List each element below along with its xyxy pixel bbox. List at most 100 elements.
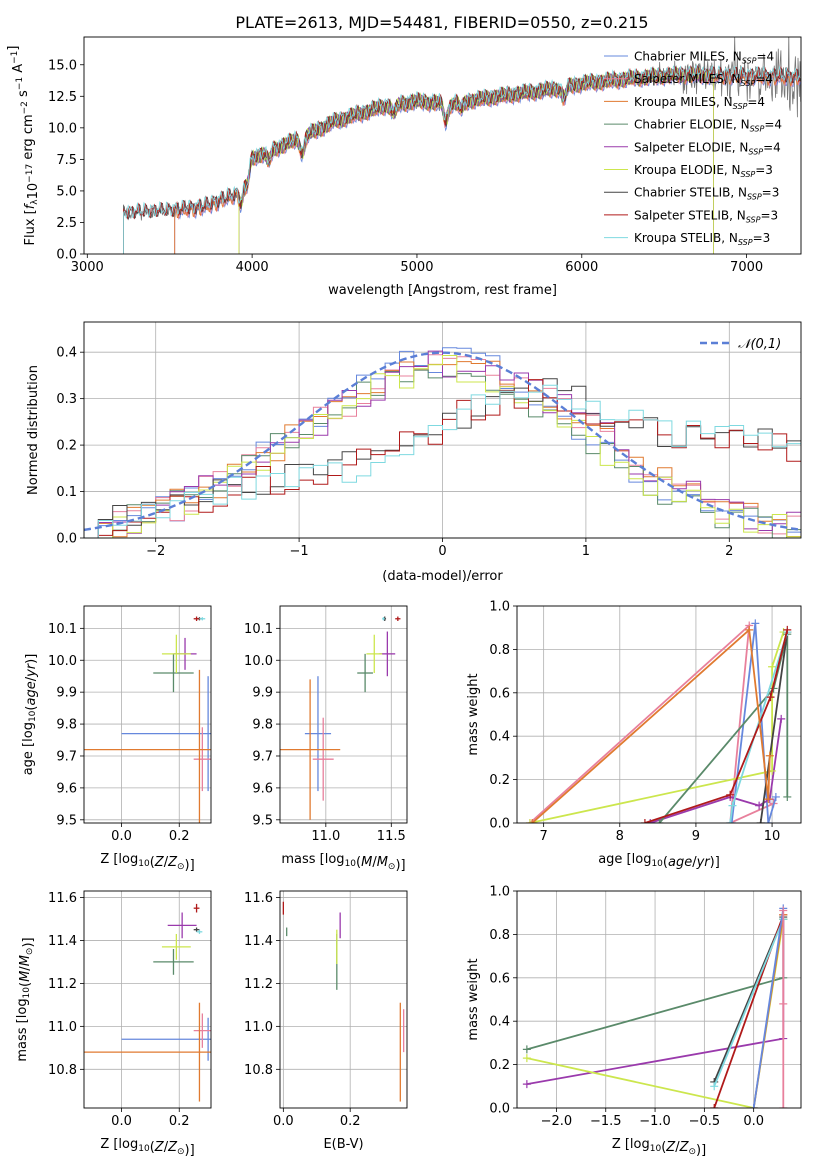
y-tick-label: 2.5 bbox=[56, 216, 77, 231]
mass-weight-marker bbox=[522, 1080, 531, 1089]
y-tick-label: 10.8 bbox=[48, 1063, 77, 1078]
y-tick-label: 11.2 bbox=[244, 977, 273, 992]
y-axis-label: mass weight bbox=[466, 673, 481, 755]
x-tick-label: 0.0 bbox=[111, 1114, 132, 1129]
x-tick-label: 4000 bbox=[236, 260, 269, 275]
spectrum-legend: Chabrier MILES, NSSP=4 Salpeter MILES, NS… bbox=[604, 50, 782, 247]
legend-entry: Chabrier ELODIE, NSSP=4 bbox=[634, 118, 782, 134]
y-tick-label: 9.7 bbox=[252, 749, 273, 764]
mass-weight-marker bbox=[525, 819, 534, 823]
mass-weight-marker bbox=[777, 714, 786, 723]
axes-frame bbox=[516, 605, 802, 824]
y-tick-label: 0.6 bbox=[489, 971, 510, 986]
y-tick-label: 10.1 bbox=[48, 622, 77, 637]
y-tick-label: 11.0 bbox=[48, 1020, 77, 1035]
y-tick-label: 0.2 bbox=[489, 773, 510, 788]
legend-entry: Kroupa STELIB, NSSP=3 bbox=[634, 231, 770, 247]
legend-entry: Salpeter STELIB, NSSP=3 bbox=[634, 208, 778, 224]
y-tick-label: 7.5 bbox=[56, 153, 77, 168]
mass-weight-line bbox=[644, 629, 789, 823]
y-tick-label: 0.1 bbox=[56, 485, 77, 500]
x-tick-label: −2 bbox=[146, 544, 165, 559]
y-tick-label: 15.0 bbox=[48, 58, 77, 73]
x-axis-label: E(B-V) bbox=[323, 1137, 363, 1152]
mass-weight-line bbox=[752, 908, 785, 1108]
mass-weight-marker bbox=[756, 819, 765, 823]
plot-area bbox=[84, 903, 211, 1102]
y-tick-label: 0.3 bbox=[56, 392, 77, 407]
mass-weight-marker bbox=[726, 819, 735, 823]
grid bbox=[280, 606, 407, 823]
x-tick-label: 1 bbox=[582, 544, 590, 559]
y-tick-label: 11.6 bbox=[244, 891, 273, 906]
mass-weight-vs-age-panel: 7 8 9 10 0.0 0.2 0.4 0.6 0.8 1.0 age [log10(age/yr… bbox=[466, 600, 802, 870]
mass-vs-ebv-panel: 0.0 0.2 10.8 11.0 11.2 11.4 11.6 E(B-V) bbox=[244, 890, 408, 1152]
mass-weight-marker bbox=[640, 819, 649, 823]
axes-frame bbox=[83, 605, 212, 824]
y-tick-label: 5.0 bbox=[56, 184, 77, 199]
mass-weight-marker bbox=[764, 819, 773, 823]
axes: 3000 4000 5000 6000 7000 0.0 2.5 5.0 7.5 10.0 12.5… bbox=[6, 36, 802, 298]
mass-weight-line bbox=[713, 918, 785, 1087]
mass-weight-line bbox=[529, 623, 774, 823]
mass-weight-line bbox=[759, 631, 789, 823]
mass-weight-line bbox=[658, 633, 789, 823]
x-axis-label: wavelength [Angstrom, rest frame] bbox=[328, 283, 557, 298]
mass-weight-marker bbox=[655, 819, 664, 823]
normal-reference-curve bbox=[84, 351, 799, 532]
mass-weight-marker bbox=[727, 819, 736, 823]
model-spectrum-line bbox=[123, 64, 801, 254]
y-tick-label: 0.8 bbox=[489, 928, 510, 943]
x-tick-label: 0.2 bbox=[169, 1114, 190, 1129]
plot-area bbox=[84, 347, 801, 538]
y-tick-label: 11.6 bbox=[48, 891, 77, 906]
plot-area bbox=[525, 619, 792, 823]
y-tick-label: 9.8 bbox=[56, 718, 77, 733]
axes-frame bbox=[83, 321, 802, 539]
mass-weight-marker bbox=[768, 662, 777, 671]
x-tick-label: 6000 bbox=[565, 260, 598, 275]
plot-area bbox=[84, 616, 211, 823]
mass-weight-marker bbox=[522, 1045, 531, 1054]
x-tick-label: 11.0 bbox=[311, 829, 340, 844]
x-tick-label: 7 bbox=[540, 829, 548, 844]
axes-frame bbox=[83, 36, 802, 255]
residual-histogram bbox=[84, 379, 801, 538]
residual-histogram-panel: −2 −1 0 1 2 0.0 0.1 0.2 0.3 0.4 (data-model)/error… bbox=[26, 321, 802, 584]
y-tick-label: 9.7 bbox=[56, 749, 77, 764]
x-tick-label: 0.0 bbox=[111, 829, 132, 844]
mass-weight-marker bbox=[779, 1104, 788, 1108]
y-tick-label: 0.4 bbox=[56, 346, 77, 361]
y-tick-label: 9.9 bbox=[56, 686, 77, 701]
x-tick-label: 11.5 bbox=[377, 829, 406, 844]
y-tick-label: 11.2 bbox=[48, 977, 77, 992]
mass-weight-marker bbox=[726, 790, 735, 799]
mass-weight-marker bbox=[710, 1082, 719, 1091]
mass-weight-marker bbox=[522, 1054, 531, 1063]
mass-weight-marker bbox=[783, 792, 792, 801]
axes: 0.0 0.2 10.8 11.0 11.2 11.4 11.6 E(B-V) bbox=[244, 890, 408, 1152]
y-tick-label: 0.0 bbox=[56, 532, 77, 547]
axes-frame bbox=[83, 890, 212, 1109]
mass-weight-line bbox=[529, 631, 785, 823]
x-axis-label: age [log10(age/yr)] bbox=[598, 852, 720, 870]
y-tick-label: 0.0 bbox=[56, 248, 77, 263]
y-tick-label: 1.0 bbox=[489, 600, 510, 615]
y-tick-label: 0.2 bbox=[489, 1058, 510, 1073]
mass-weight-marker bbox=[765, 751, 774, 760]
y-tick-label: 0.2 bbox=[56, 439, 77, 454]
y-tick-label: 9.9 bbox=[252, 686, 273, 701]
y-tick-label: 11.0 bbox=[244, 1020, 273, 1035]
y-tick-label: 9.6 bbox=[252, 781, 273, 796]
x-tick-label: −1 bbox=[290, 544, 309, 559]
y-tick-label: 10.8 bbox=[244, 1063, 273, 1078]
x-tick-label: 7000 bbox=[730, 260, 763, 275]
y-tick-label: 9.6 bbox=[56, 781, 77, 796]
y-tick-label: 10.0 bbox=[48, 654, 77, 669]
grid bbox=[280, 891, 407, 1108]
axes-frame bbox=[516, 890, 802, 1109]
grid bbox=[84, 606, 211, 823]
mass-weight-marker bbox=[528, 819, 537, 823]
